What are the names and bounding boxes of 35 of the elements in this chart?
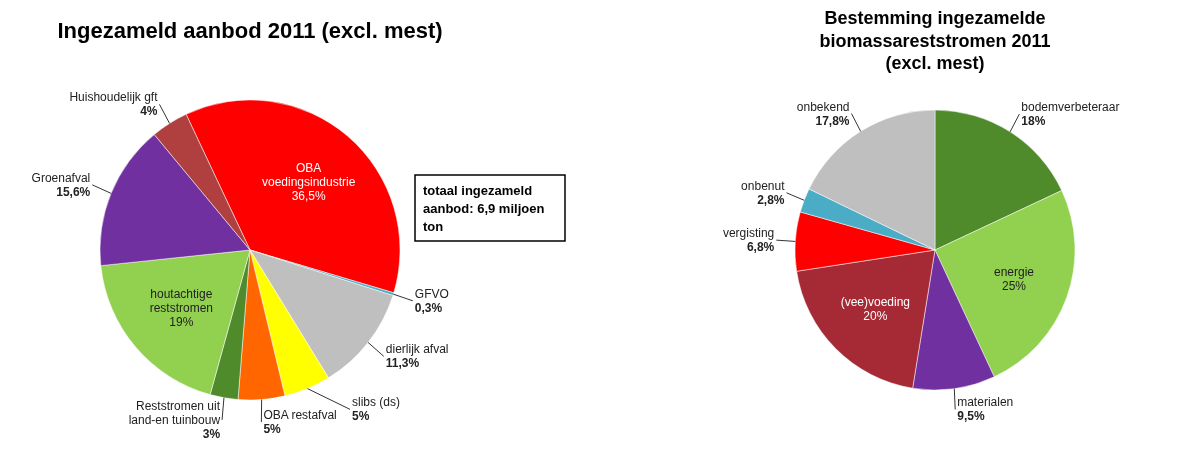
data-label: 15,6% [56, 184, 91, 199]
data-label: 18% [1021, 114, 1046, 129]
slice-label: vergisting [722, 226, 775, 241]
data-label: 4% [140, 104, 158, 119]
slice-label: Groenafval [31, 170, 91, 185]
chart-title: Bestemming ingezamelde biomassareststromen 2011 (excl. mest) [819, 8, 1051, 73]
slice-label: Huishoudelijk gft [69, 90, 159, 105]
data-label: 11,3% [385, 356, 420, 371]
data-label: 2,8% [757, 192, 785, 207]
slice-label: onbenut [741, 178, 786, 193]
data-label: 6,8% [746, 240, 775, 255]
data-label: 3% [202, 426, 221, 441]
slice-label: OBA voedingsindustrie [261, 160, 356, 189]
slice-label: materialen [957, 395, 1014, 410]
slice-label: onbekend [796, 99, 850, 114]
data-label: 0,3% [414, 300, 443, 315]
slice-label: bodemverbeteraar [1021, 100, 1120, 115]
slice-label: houtachtige reststromen [149, 287, 214, 316]
chart-title: Ingezameld aanbod 2011 (excl. mest) [57, 18, 443, 43]
text: totaal ingezameld aanbod: 6,9 miljoen ton [423, 183, 545, 234]
data-label: 17,8% [815, 113, 850, 128]
data-label: 5% [263, 421, 282, 436]
data-label: 19% [169, 315, 194, 330]
slice-label: slibs (ds) [352, 395, 401, 410]
data-label: 5% [352, 409, 370, 424]
slice-label: dierlijk afval [385, 342, 449, 357]
slice-label: (vee)voeding [840, 295, 911, 310]
slice-label: GFVO [414, 286, 449, 301]
data-label: 25% [1001, 278, 1027, 293]
slice-label: Reststromen uit land-en tuinbouw [128, 398, 221, 427]
data-label: 36,5% [291, 188, 327, 203]
slice-label: OBA restafval [263, 407, 337, 422]
slice-label: energie [993, 264, 1035, 279]
data-label: 9,5% [957, 409, 985, 424]
data-label: 20% [863, 309, 888, 324]
